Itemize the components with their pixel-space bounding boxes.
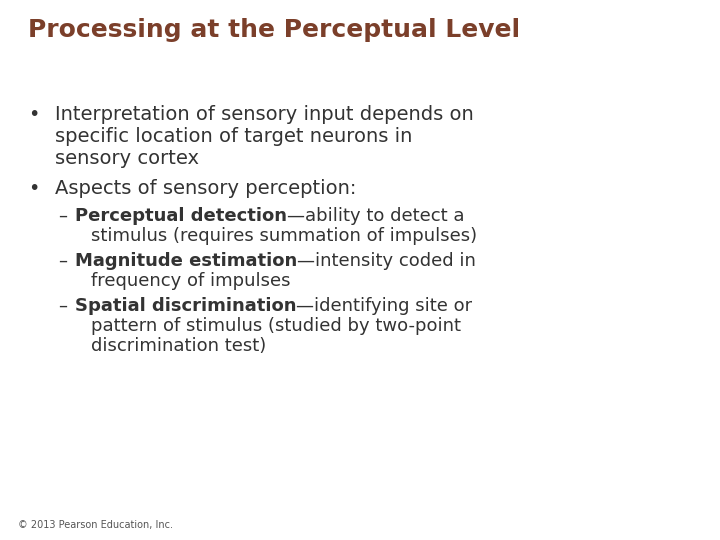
Text: © 2013 Pearson Education, Inc.: © 2013 Pearson Education, Inc. — [18, 520, 173, 530]
Text: —ability to detect a: —ability to detect a — [287, 207, 464, 225]
Text: Perceptual detection: Perceptual detection — [75, 207, 287, 225]
Text: sensory cortex: sensory cortex — [55, 149, 199, 168]
Text: Interpretation of sensory input depends on: Interpretation of sensory input depends … — [55, 105, 474, 124]
Text: —identifying site or: —identifying site or — [297, 297, 472, 315]
Text: —intensity coded in: —intensity coded in — [297, 252, 476, 270]
Text: –: – — [58, 252, 67, 270]
Text: •: • — [28, 179, 40, 198]
Text: Spatial discrimination: Spatial discrimination — [75, 297, 297, 315]
Text: –: – — [58, 207, 67, 225]
Text: discrimination test): discrimination test) — [91, 337, 266, 355]
Text: –: – — [58, 297, 67, 315]
Text: pattern of stimulus (studied by two-point: pattern of stimulus (studied by two-poin… — [91, 317, 461, 335]
Text: specific location of target neurons in: specific location of target neurons in — [55, 127, 413, 146]
Text: frequency of impulses: frequency of impulses — [91, 272, 290, 290]
Text: Magnitude estimation: Magnitude estimation — [75, 252, 297, 270]
Text: •: • — [28, 105, 40, 124]
Text: Aspects of sensory perception:: Aspects of sensory perception: — [55, 179, 356, 198]
Text: stimulus (requires summation of impulses): stimulus (requires summation of impulses… — [91, 227, 477, 245]
Text: Processing at the Perceptual Level: Processing at the Perceptual Level — [28, 18, 520, 42]
